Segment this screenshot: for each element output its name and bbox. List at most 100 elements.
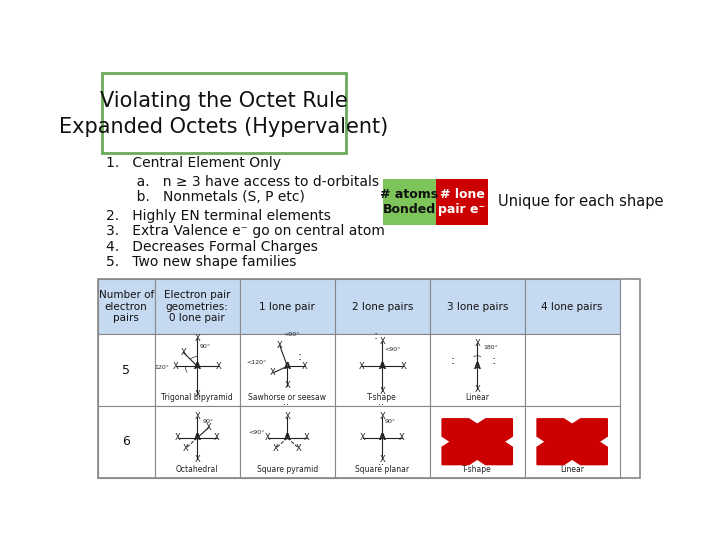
Text: X: X [360, 434, 366, 442]
Text: 1 lone pair: 1 lone pair [259, 301, 315, 312]
Text: X: X [400, 362, 406, 371]
Text: X: X [265, 434, 271, 442]
Text: A: A [284, 362, 291, 371]
Text: A: A [379, 434, 386, 442]
Bar [430, 406, 525, 477]
Text: X: X [270, 368, 276, 377]
Text: 4.   Decreases Formal Charges: 4. Decreases Formal Charges [106, 240, 318, 253]
Text: b.   Nonmetals (S, P etc): b. Nonmetals (S, P etc) [106, 190, 305, 204]
Text: 4 lone pairs: 4 lone pairs [541, 301, 603, 312]
Text: X: X [399, 434, 405, 442]
Text: Octahedral: Octahedral [176, 464, 219, 474]
Text: ··: ·· [284, 400, 289, 410]
Text: Violating the Octet Rule: Violating the Octet Rule [100, 91, 348, 111]
Bar [98, 406, 155, 477]
Text: <90°: <90° [384, 347, 400, 352]
Text: X: X [216, 362, 222, 371]
Text: Number of
electron
pairs: Number of electron pairs [99, 290, 154, 323]
Text: X: X [180, 348, 186, 357]
Text: Trigonal bipyramid: Trigonal bipyramid [161, 393, 233, 402]
Bar [102, 72, 346, 153]
Text: 180°: 180° [484, 345, 498, 349]
Text: A: A [379, 362, 386, 371]
Text: Electron pair
geometries:
0 lone pair: Electron pair geometries: 0 lone pair [164, 290, 230, 323]
Text: A: A [194, 434, 201, 442]
Text: Linear: Linear [560, 464, 584, 474]
Bar [155, 406, 240, 477]
Bar [155, 334, 240, 406]
Text: X: X [474, 339, 480, 348]
Text: ··: ·· [379, 400, 384, 410]
Text: X: X [474, 384, 480, 394]
Text: Square planar: Square planar [355, 464, 410, 474]
Bar [98, 279, 640, 477]
Polygon shape [537, 419, 607, 464]
Text: X: X [276, 341, 282, 349]
Text: Unique for each shape: Unique for each shape [498, 194, 663, 210]
Bar [383, 179, 436, 225]
Text: X: X [194, 334, 200, 343]
Text: <90°: <90° [284, 333, 300, 338]
Text: 5.   Two new shape families: 5. Two new shape families [106, 255, 296, 269]
Text: X: X [194, 390, 200, 399]
Bar [525, 406, 620, 477]
Text: X: X [273, 444, 279, 453]
Bar [98, 334, 155, 406]
Text: X: X [379, 387, 385, 396]
Bar [436, 179, 488, 225]
Bar [525, 334, 620, 406]
Text: Sawhorse or seesaw: Sawhorse or seesaw [248, 393, 326, 402]
Text: X: X [284, 381, 290, 390]
Text: <120°: <120° [247, 360, 267, 366]
Text: 3 lone pairs: 3 lone pairs [446, 301, 508, 312]
Polygon shape [537, 419, 607, 464]
Text: X: X [214, 434, 220, 442]
Text: X: X [183, 444, 189, 453]
Bar [98, 279, 155, 334]
Text: :: : [450, 354, 454, 367]
Text: X: X [194, 412, 200, 421]
Text: X: X [206, 423, 212, 432]
Text: T-shape: T-shape [462, 464, 492, 474]
Bar [335, 279, 430, 334]
Text: A: A [474, 362, 481, 371]
Text: A: A [284, 434, 291, 442]
Text: 120°: 120° [154, 364, 168, 369]
Text: 90°: 90° [199, 344, 211, 349]
Text: X: X [296, 444, 302, 453]
Text: X: X [379, 455, 385, 463]
Bar [525, 279, 620, 334]
Text: X: X [173, 362, 179, 371]
Bar [335, 406, 430, 477]
Text: :: : [297, 350, 301, 363]
Text: a.   n ≥ 3 have access to d-orbitals: a. n ≥ 3 have access to d-orbitals [106, 175, 379, 189]
Text: 2.   Highly EN terminal elements: 2. Highly EN terminal elements [106, 209, 330, 222]
Text: :: : [374, 328, 378, 342]
Text: # lone
pair e⁻: # lone pair e⁻ [438, 188, 485, 216]
Text: A: A [194, 362, 201, 371]
Text: 1.   Central Element Only: 1. Central Element Only [106, 157, 281, 170]
Text: Square pyramid: Square pyramid [257, 464, 318, 474]
Bar [240, 334, 335, 406]
Text: X: X [379, 337, 385, 346]
Text: 2 lone pairs: 2 lone pairs [351, 301, 413, 312]
Bar [430, 279, 525, 334]
Text: X: X [175, 434, 181, 442]
Text: T-shape: T-shape [367, 393, 397, 402]
Text: 5: 5 [122, 363, 130, 376]
Text: Expanded Octets (Hypervalent): Expanded Octets (Hypervalent) [59, 118, 388, 138]
Text: # atoms
Bonded: # atoms Bonded [380, 188, 438, 216]
Text: 90°: 90° [384, 420, 395, 424]
Text: X: X [194, 455, 200, 463]
Text: Linear: Linear [465, 393, 489, 402]
Text: 90°: 90° [203, 420, 214, 424]
Text: ··: ·· [379, 460, 384, 470]
Text: X: X [379, 412, 385, 421]
Text: X: X [304, 434, 310, 442]
Text: X: X [302, 362, 307, 371]
Text: 3.   Extra Valence e⁻ go on central atom: 3. Extra Valence e⁻ go on central atom [106, 224, 384, 238]
Bar [155, 279, 240, 334]
Text: <90°: <90° [248, 430, 265, 435]
Polygon shape [442, 419, 513, 464]
Polygon shape [442, 419, 513, 464]
